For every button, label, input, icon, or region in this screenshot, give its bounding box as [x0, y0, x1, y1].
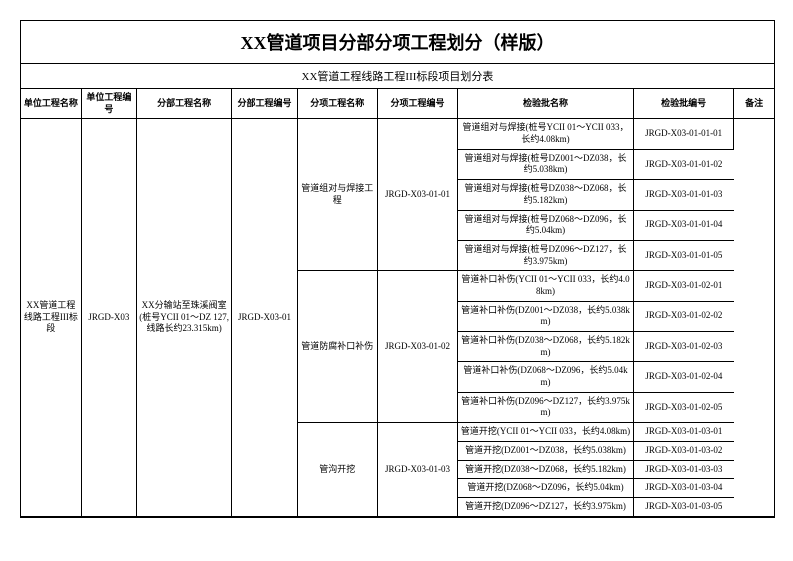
batch-name-cell: 管道开挖(DZ001～DZ038，长约5.038km) [458, 441, 634, 460]
batch-code-cell: JRGD-X03-01-02-03 [633, 332, 733, 362]
sub-code-cell: JRGD-X03-01-02 [377, 271, 457, 423]
batch-name-cell: 管道开挖(DZ096～DZ127，长约3.975km) [458, 497, 634, 516]
batch-name-cell: 管道组对与焊接(桩号DZ068～DZ096，长约5.04km) [458, 210, 634, 240]
batch-code-cell: JRGD-X03-01-01-02 [633, 149, 733, 179]
batch-name-cell: 管道补口补伤(DZ038～DZ068，长约5.182km) [458, 332, 634, 362]
batch-code-cell: JRGD-X03-01-02-04 [633, 362, 733, 392]
batch-name-cell: 管道补口补伤(DZ096～DZ127，长约3.975km) [458, 392, 634, 422]
sub-name-cell: 管沟开挖 [297, 423, 377, 516]
batch-code-cell: JRGD-X03-01-03-02 [633, 441, 733, 460]
sub-name-cell: 管道防腐补口补伤 [297, 271, 377, 423]
batch-name-cell: 管道组对与焊接(桩号DZ096～DZ127，长约3.975km) [458, 240, 634, 270]
batch-code-cell: JRGD-X03-01-01-04 [633, 210, 733, 240]
batch-name-cell: 管道补口补伤(DZ068～DZ096，长约5.04km) [458, 362, 634, 392]
header-batch-code: 检验批编号 [633, 89, 733, 119]
batch-name-cell: 管道补口补伤(DZ001～DZ038，长约5.038km) [458, 301, 634, 331]
header-sub-name: 分项工程名称 [297, 89, 377, 119]
header-row: 单位工程名称 单位工程编号 分部工程名称 分部工程编号 分项工程名称 分项工程编… [21, 89, 774, 119]
batch-name-cell: 管道开挖(YCII 01～YCII 033，长约4.08km) [458, 423, 634, 442]
batch-name-cell: 管道开挖(DZ068～DZ096，长约5.04km) [458, 479, 634, 498]
header-sub-code: 分项工程编号 [377, 89, 457, 119]
batch-code-cell: JRGD-X03-01-01-05 [633, 240, 733, 270]
batch-code-cell: JRGD-X03-01-03-03 [633, 460, 733, 479]
sub-title: XX管道工程线路工程III标段项目划分表 [21, 64, 774, 89]
batch-code-cell: JRGD-X03-01-02-05 [633, 392, 733, 422]
remark-cell [734, 119, 774, 516]
batch-name-cell: 管道组对与焊接(桩号YCII 01～YCII 033，长约4.08km) [458, 119, 634, 149]
batch-code-cell: JRGD-X03-01-02-01 [633, 271, 733, 301]
batch-code-cell: JRGD-X03-01-02-02 [633, 301, 733, 331]
batch-code-cell: JRGD-X03-01-03-04 [633, 479, 733, 498]
div-code-cell: JRGD-X03-01 [232, 119, 297, 516]
batch-name-cell: 管道补口补伤(YCII 01～YCII 033，长约4.08km) [458, 271, 634, 301]
header-unit-name: 单位工程名称 [21, 89, 81, 119]
header-div-code: 分部工程编号 [232, 89, 297, 119]
batch-code-cell: JRGD-X03-01-03-01 [633, 423, 733, 442]
batch-code-cell: JRGD-X03-01-01-01 [633, 119, 733, 149]
batch-name-cell: 管道组对与焊接(桩号DZ038～DZ068，长约5.182km) [458, 180, 634, 210]
batch-code-cell: JRGD-X03-01-01-03 [633, 180, 733, 210]
header-div-name: 分部工程名称 [136, 89, 231, 119]
sub-code-cell: JRGD-X03-01-03 [377, 423, 457, 516]
header-remark: 备注 [734, 89, 774, 119]
data-table: 单位工程名称 单位工程编号 分部工程名称 分部工程编号 分项工程名称 分项工程编… [21, 89, 774, 517]
sub-code-cell: JRGD-X03-01-01 [377, 119, 457, 271]
header-unit-code: 单位工程编号 [81, 89, 136, 119]
unit-name-cell: XX管道工程线路工程III标段 [21, 119, 81, 516]
sub-name-cell: 管道组对与焊接工程 [297, 119, 377, 271]
main-title: XX管道项目分部分项工程划分（样版） [21, 21, 774, 64]
unit-code-cell: JRGD-X03 [81, 119, 136, 516]
header-batch-name: 检验批名称 [458, 89, 634, 119]
batch-name-cell: 管道组对与焊接(桩号DZ001～DZ038，长约5.038km) [458, 149, 634, 179]
document-container: XX管道项目分部分项工程划分（样版） XX管道工程线路工程III标段项目划分表 … [20, 20, 775, 518]
batch-code-cell: JRGD-X03-01-03-05 [633, 497, 733, 516]
batch-name-cell: 管道开挖(DZ038～DZ068，长约5.182km) [458, 460, 634, 479]
table-row: XX管道工程线路工程III标段 JRGD-X03 XX分输站至珠溪阀室(桩号YC… [21, 119, 774, 149]
div-name-cell: XX分输站至珠溪阀室(桩号YCII 01～DZ 127,线路长约23.315km… [136, 119, 231, 516]
